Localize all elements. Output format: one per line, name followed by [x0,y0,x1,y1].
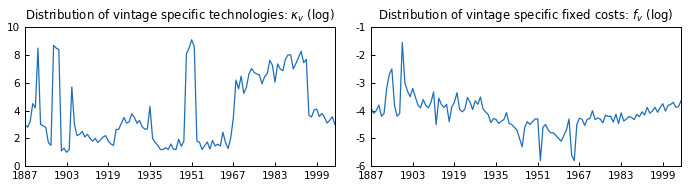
Title: Distribution of vintage specific fixed costs: $f_v$ (log): Distribution of vintage specific fixed c… [378,7,674,24]
Title: Distribution of vintage specific technologies: $\kappa_v$ (log): Distribution of vintage specific technol… [25,7,335,24]
